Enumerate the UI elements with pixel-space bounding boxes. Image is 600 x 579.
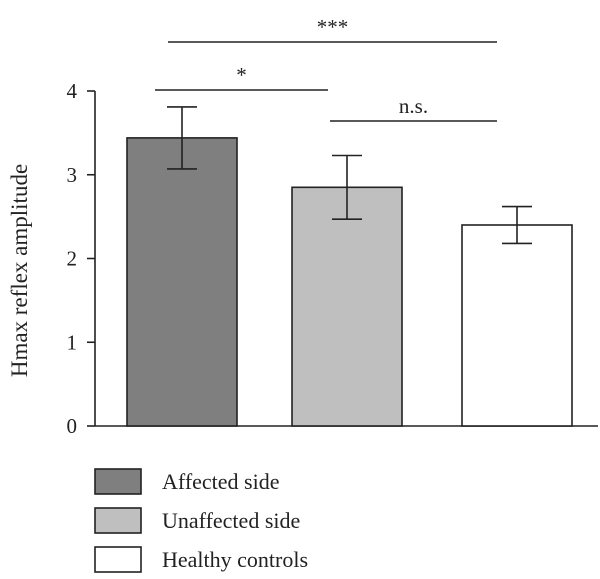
legend-swatch	[94, 507, 142, 534]
error-bars	[167, 106, 532, 245]
significance-brackets: * n.s. ***	[155, 15, 497, 122]
legend-label: Healthy controls	[162, 547, 308, 572]
y-tick-label: 0	[67, 414, 78, 438]
bars	[126, 137, 573, 427]
y-tick-label: 4	[67, 79, 78, 103]
legend-swatch	[94, 546, 142, 573]
significance-label: n.s.	[399, 94, 428, 118]
significance-label: *	[236, 63, 247, 87]
bar-1	[126, 137, 238, 427]
legend-swatch	[94, 468, 142, 495]
bar-3	[461, 224, 573, 427]
y-ticks: 0 1 2 3 4	[67, 79, 95, 438]
y-tick-label: 1	[67, 330, 78, 354]
bar-2	[291, 186, 403, 427]
y-tick-label: 3	[67, 163, 78, 187]
legend-label: Affected side	[162, 469, 280, 494]
legend-label: Unaffected side	[162, 508, 300, 533]
y-tick-label: 2	[67, 247, 78, 271]
significance-label: ***	[317, 15, 349, 39]
legend: Affected side Unaffected side Healthy cont…	[94, 468, 308, 573]
y-axis-title: Hmax reflex amplitude	[7, 164, 32, 377]
